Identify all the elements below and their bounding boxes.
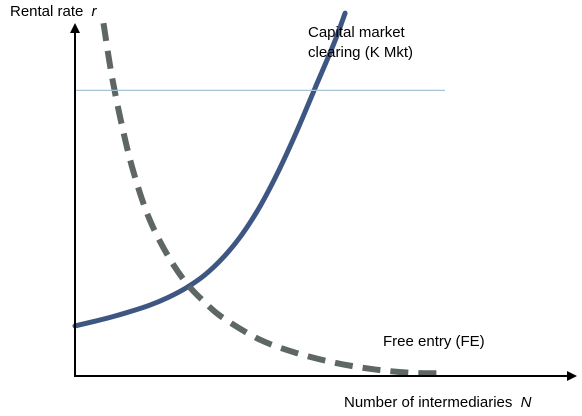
- k-mkt-label-line-1: Capital market: [308, 24, 406, 41]
- x-axis-label-text: Number of intermediaries: [344, 394, 512, 411]
- fe-label: Free entry (FE): [383, 333, 485, 350]
- x-axis-label: Number of intermediaries N: [344, 394, 532, 411]
- k-mkt-label: Capital market clearing (K Mkt): [308, 24, 413, 61]
- fe-curve: [100, 22, 438, 377]
- y-axis-label: Rental rate r: [10, 3, 98, 20]
- fe-label-line-1: Free entry (FE): [383, 333, 485, 350]
- k-mkt-curve: [72, 10, 348, 329]
- x-axis-symbol: N: [521, 394, 532, 411]
- y-axis-label-text: Rental rate: [10, 3, 83, 20]
- k-mkt-label-line-2: clearing (K Mkt): [308, 44, 413, 61]
- y-axis-symbol: r: [92, 3, 98, 20]
- series-layer: [72, 10, 445, 377]
